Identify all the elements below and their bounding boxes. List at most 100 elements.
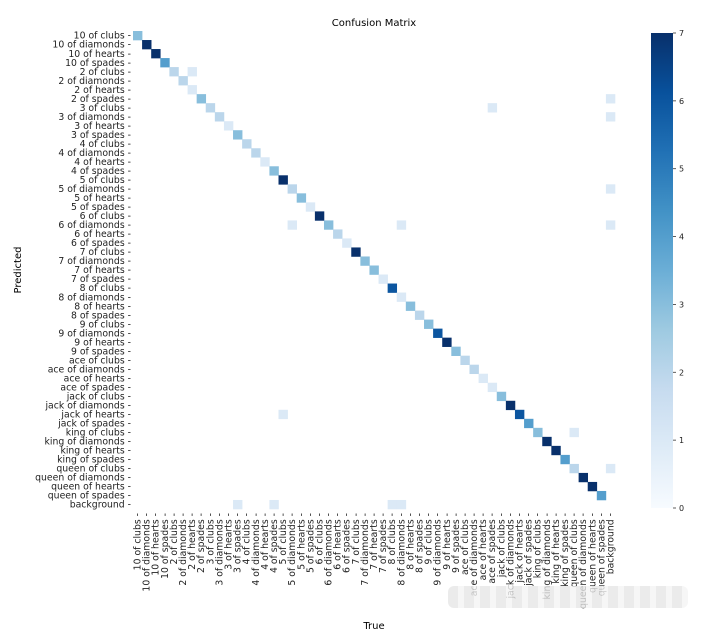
y-tick-label: 8 of hearts -	[74, 301, 131, 312]
chart-title: Confusion Matrix	[332, 18, 416, 29]
x-tick-label: 6 of clubs -	[314, 513, 325, 564]
heatmap-cell	[605, 112, 616, 122]
heatmap-cell	[424, 319, 434, 329]
x-tick-label: 3 of clubs -	[205, 513, 216, 564]
colorbar-tick-label: 5	[679, 165, 684, 174]
heatmap-cell	[314, 211, 325, 221]
x-tick-label: ace of clubs -	[460, 513, 471, 575]
x-tick-label: jack of clubs -	[496, 513, 507, 578]
heatmap-cell	[269, 499, 279, 510]
x-tick-label: 2 of hearts -	[187, 513, 198, 570]
x-tick-labels: 10 of clubs -10 of diamonds -10 of heart…	[133, 513, 617, 609]
y-tick-label: 4 of clubs -	[80, 139, 131, 150]
heatmap-cell	[396, 499, 407, 510]
x-axis-label: True	[362, 621, 384, 632]
heatmap-cell	[351, 247, 361, 257]
y-tick-label: 6 of spades -	[71, 238, 131, 249]
heatmap-cell	[605, 94, 616, 104]
x-tick-label: 8 of clubs -	[387, 513, 398, 564]
colorbar-tick-label: 3	[679, 300, 684, 309]
x-tick-label: ace of diamonds -	[469, 513, 480, 596]
y-tick-label: jack of spades -	[57, 419, 131, 430]
x-tick-label: king of clubs -	[533, 513, 544, 578]
y-tick-label: ace of diamonds -	[48, 364, 131, 375]
heatmap-cell	[414, 310, 425, 320]
heatmap-cell	[569, 427, 579, 438]
x-tick-label: 9 of spades -	[451, 513, 462, 573]
x-tick-label: jack of spades -	[524, 513, 535, 587]
y-tick-label: 10 of clubs -	[74, 31, 131, 42]
x-tick-label: queen of diamonds -	[578, 513, 589, 609]
heatmap-cell	[287, 220, 297, 230]
heatmap-cell	[160, 58, 170, 68]
x-tick-label: 2 of spades -	[196, 513, 207, 573]
y-tick-label: 10 of hearts -	[68, 49, 131, 60]
x-tick-label: king of diamonds -	[542, 513, 553, 600]
y-tick-label: 3 of spades -	[71, 130, 131, 141]
x-tick-label: king of spades -	[560, 513, 571, 587]
heatmap-cell	[605, 220, 616, 230]
heatmap-cell	[514, 409, 525, 420]
heatmap-cell	[524, 418, 534, 429]
heatmap-cell	[278, 409, 288, 420]
x-tick-label: king of hearts -	[551, 513, 562, 584]
y-tick-label: 5 of clubs -	[80, 175, 131, 186]
colorbar-tick-label: 4	[679, 233, 684, 242]
y-tick-label: 8 of clubs -	[80, 283, 131, 294]
x-tick-label: 7 of spades -	[378, 513, 389, 573]
heatmap-cell	[596, 490, 607, 501]
x-tick-label: 6 of hearts -	[333, 513, 344, 570]
x-tick-label: 10 of hearts -	[151, 513, 162, 576]
heatmap-cell	[505, 400, 516, 411]
heatmap-cell	[142, 40, 152, 50]
y-tick-label: 3 of hearts -	[74, 121, 131, 132]
x-tick-label: 5 of spades -	[305, 513, 316, 573]
heatmap-cell	[569, 463, 579, 474]
heatmap-cell	[605, 184, 616, 194]
heatmap-cell	[369, 265, 379, 275]
y-tick-label: 4 of hearts -	[74, 157, 131, 168]
y-tick-label: jack of clubs -	[66, 391, 131, 402]
x-tick-label: 4 of clubs -	[242, 513, 253, 564]
heatmap-cell	[242, 139, 252, 149]
y-tick-label: 5 of hearts -	[74, 193, 131, 204]
heatmap-cells	[133, 31, 616, 510]
colorbar-tick-label: 0	[679, 504, 684, 513]
heatmap-cell	[214, 112, 225, 122]
y-tick-labels: 10 of clubs -10 of diamonds -10 of heart…	[35, 31, 131, 511]
x-tick-label: 6 of spades -	[342, 513, 353, 573]
heatmap-cell	[196, 94, 207, 104]
y-tick-label: 2 of diamonds -	[58, 76, 131, 87]
heatmap-cell	[605, 463, 616, 474]
x-tick-label: 5 of diamonds -	[287, 513, 298, 586]
x-tick-label: 9 of diamonds -	[433, 513, 444, 586]
y-tick-label: 8 of spades -	[71, 310, 131, 321]
y-tick-label: 7 of diamonds -	[58, 256, 131, 267]
y-tick-label: 5 of diamonds -	[58, 184, 131, 195]
heatmap-cell	[169, 67, 179, 77]
y-tick-label: 2 of hearts -	[74, 85, 131, 96]
y-tick-label: background -	[70, 500, 131, 511]
colorbar-ticks: 0 1 2 3 4 5 6 7	[673, 29, 684, 513]
heatmap-cell	[333, 229, 343, 239]
y-tick-label: 6 of hearts -	[74, 229, 131, 240]
y-tick-label: 9 of clubs -	[80, 319, 131, 330]
y-tick-label: 9 of spades -	[71, 346, 131, 357]
x-tick-label: 7 of hearts -	[369, 513, 380, 570]
heatmap-cell	[269, 166, 279, 176]
x-tick-label: 2 of clubs -	[169, 513, 180, 564]
y-tick-label: 2 of spades -	[71, 94, 131, 105]
y-tick-label: 7 of spades -	[71, 274, 131, 285]
heatmap-cell	[460, 355, 470, 365]
y-tick-label: king of spades -	[57, 455, 131, 466]
y-tick-label: king of clubs -	[66, 428, 131, 439]
y-tick-label: ace of hearts -	[64, 373, 131, 384]
x-tick-label: 4 of spades -	[269, 513, 280, 573]
x-tick-label: 8 of diamonds -	[396, 513, 407, 586]
x-tick-label: jack of diamonds -	[505, 513, 516, 600]
heatmap-cell	[387, 499, 398, 510]
heatmap-cell	[205, 103, 216, 113]
heatmap-cell	[578, 472, 589, 483]
x-tick-label: 3 of spades -	[233, 513, 244, 573]
